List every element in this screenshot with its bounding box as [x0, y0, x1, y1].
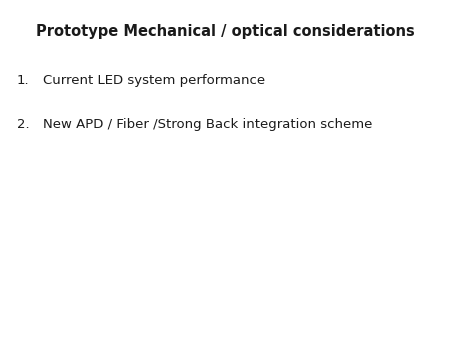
Text: New APD / Fiber /Strong Back integration scheme: New APD / Fiber /Strong Back integration… [43, 118, 372, 131]
Text: Current LED system performance: Current LED system performance [43, 74, 265, 87]
Text: 2.: 2. [17, 118, 29, 131]
Text: Prototype Mechanical / optical considerations: Prototype Mechanical / optical considera… [36, 24, 414, 39]
Text: 1.: 1. [17, 74, 29, 87]
